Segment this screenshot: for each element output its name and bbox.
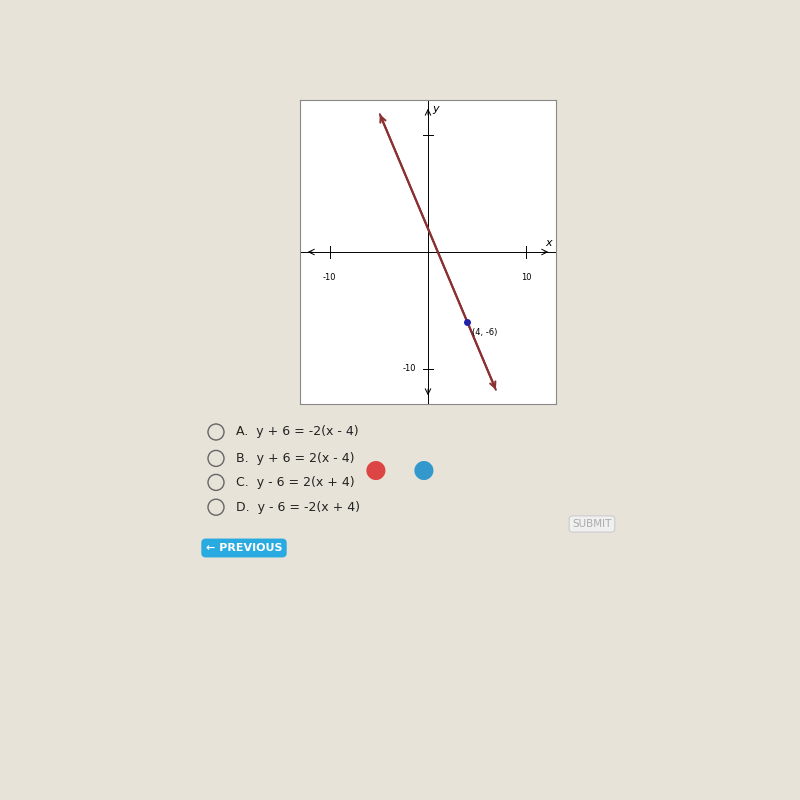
Text: -10: -10 <box>402 365 416 374</box>
Text: ●: ● <box>413 458 435 482</box>
Text: A.  y + 6 = -2(x - 4): A. y + 6 = -2(x - 4) <box>236 426 358 438</box>
Text: 10: 10 <box>522 273 532 282</box>
Text: ← PREVIOUS: ← PREVIOUS <box>206 543 282 553</box>
Text: -10: -10 <box>322 273 336 282</box>
Text: y: y <box>433 104 439 114</box>
Text: SUBMIT: SUBMIT <box>572 519 612 529</box>
Text: x: x <box>545 238 551 248</box>
Text: (4, -6): (4, -6) <box>472 328 498 337</box>
Text: ●: ● <box>365 458 387 482</box>
Text: C.  y - 6 = 2(x + 4): C. y - 6 = 2(x + 4) <box>236 476 354 489</box>
Text: B.  y + 6 = 2(x - 4): B. y + 6 = 2(x - 4) <box>236 452 354 465</box>
Text: D.  y - 6 = -2(x + 4): D. y - 6 = -2(x + 4) <box>236 501 360 514</box>
